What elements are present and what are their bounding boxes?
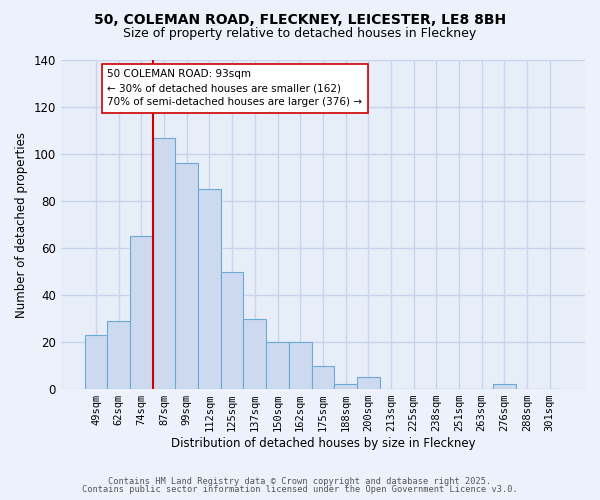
- Y-axis label: Number of detached properties: Number of detached properties: [15, 132, 28, 318]
- Bar: [107, 321, 130, 389]
- X-axis label: Distribution of detached houses by size in Fleckney: Distribution of detached houses by size …: [170, 437, 475, 450]
- Bar: [357, 378, 380, 389]
- Bar: [334, 384, 357, 389]
- Bar: [85, 335, 107, 389]
- Bar: [152, 138, 175, 389]
- Bar: [221, 272, 244, 389]
- Bar: [244, 318, 266, 389]
- Text: Size of property relative to detached houses in Fleckney: Size of property relative to detached ho…: [124, 28, 476, 40]
- Text: Contains public sector information licensed under the Open Government Licence v3: Contains public sector information licen…: [82, 485, 518, 494]
- Bar: [175, 164, 198, 389]
- Bar: [493, 384, 516, 389]
- Text: Contains HM Land Registry data © Crown copyright and database right 2025.: Contains HM Land Registry data © Crown c…: [109, 477, 491, 486]
- Bar: [130, 236, 152, 389]
- Bar: [198, 190, 221, 389]
- Text: 50, COLEMAN ROAD, FLECKNEY, LEICESTER, LE8 8BH: 50, COLEMAN ROAD, FLECKNEY, LEICESTER, L…: [94, 12, 506, 26]
- Bar: [266, 342, 289, 389]
- Bar: [311, 366, 334, 389]
- Text: 50 COLEMAN ROAD: 93sqm
← 30% of detached houses are smaller (162)
70% of semi-de: 50 COLEMAN ROAD: 93sqm ← 30% of detached…: [107, 70, 362, 108]
- Bar: [289, 342, 311, 389]
